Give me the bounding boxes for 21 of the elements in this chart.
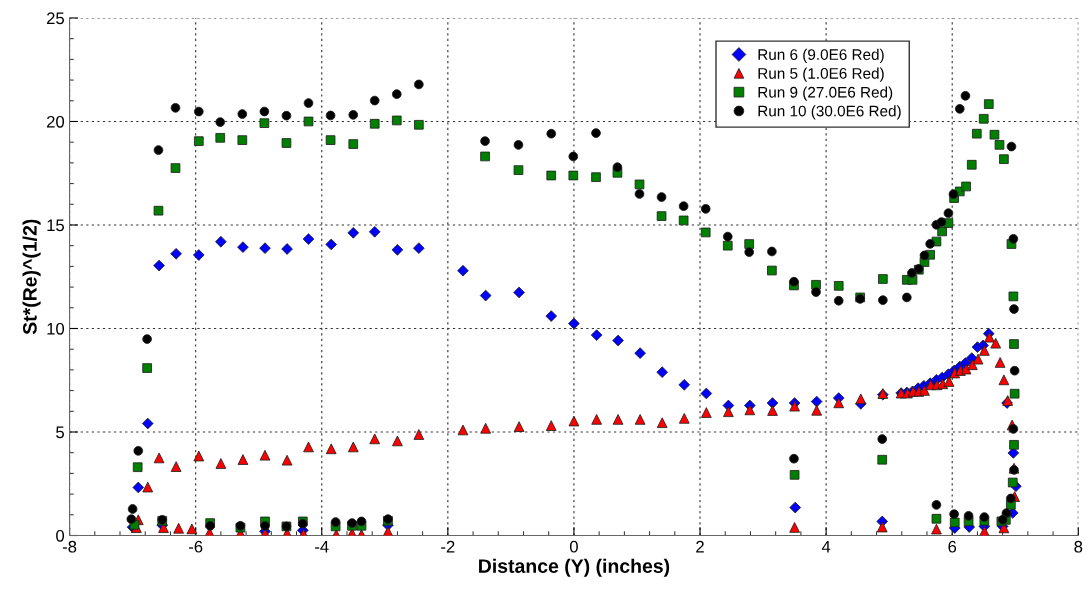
legend-label: Run 9 (27.0E6 Red)	[758, 86, 893, 101]
x-tick-label: 2	[696, 540, 704, 553]
x-tick-label: 6	[948, 540, 957, 553]
y-tick-label: 20	[47, 115, 65, 128]
y-tick-label: 5	[56, 426, 65, 439]
legend-label: Run 6 (9.0E6 Red)	[758, 48, 884, 64]
x-tick-label: 0	[569, 540, 578, 553]
y-tick-label: 15	[47, 219, 65, 232]
x-tick-label: -2	[441, 540, 455, 553]
legend-label: Run 10 (30.0E6 Red)	[758, 105, 901, 120]
y-axis-title: St*(Re)^(1/2)	[22, 219, 41, 335]
x-tick-label: -6	[188, 540, 203, 553]
x-tick-label: 8	[1074, 540, 1083, 553]
x-tick-label: 4	[821, 540, 831, 553]
legend-label: Run 5 (1.0E6 Red)	[758, 67, 884, 82]
x-axis-title: Distance (Y) (inches)	[479, 558, 670, 577]
x-tick-label: -8	[62, 540, 77, 553]
y-tick-label: 10	[47, 322, 65, 335]
x-tick-label: -4	[315, 540, 329, 553]
y-tick-label: 25	[47, 12, 65, 25]
y-tick-label: 0	[56, 529, 65, 542]
